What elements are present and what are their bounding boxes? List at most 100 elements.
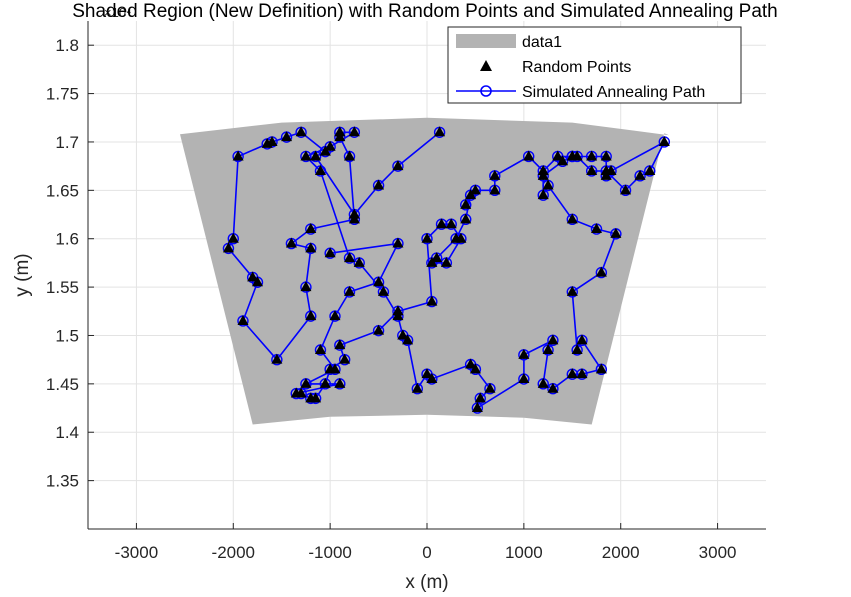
random-point: [484, 382, 496, 393]
random-point: [440, 256, 452, 267]
random-point: [537, 377, 549, 388]
random-point: [474, 392, 486, 403]
random-point: [426, 256, 438, 267]
random-point: [227, 232, 239, 243]
random-point: [324, 247, 336, 258]
chart-title: Shaded Region (New Definition) with Rand…: [72, 1, 778, 22]
legend-label-points: Random Points: [522, 59, 631, 76]
random-point: [455, 232, 467, 243]
random-point: [373, 324, 385, 335]
random-point: [252, 276, 263, 287]
random-point: [552, 150, 564, 161]
random-point: [329, 363, 341, 374]
y-tick-label: 1.5: [55, 326, 79, 345]
random-point: [465, 189, 477, 200]
random-point: [314, 164, 326, 175]
random-point: [344, 285, 356, 296]
random-points: [222, 126, 670, 413]
legend-label-path: Simulated Annealing Path: [522, 84, 705, 101]
y-tick-label: 1.4: [55, 423, 79, 442]
legend-swatch-path-marker: [480, 85, 492, 97]
random-point: [271, 353, 283, 364]
random-point: [586, 150, 598, 161]
random-point: [377, 285, 389, 296]
random-point: [222, 242, 234, 253]
random-point: [402, 334, 414, 345]
y-tick-label: 1.6: [55, 230, 79, 249]
random-point: [344, 252, 356, 263]
random-point: [300, 377, 312, 388]
random-point: [344, 150, 356, 161]
random-point: [411, 382, 423, 393]
random-point: [397, 329, 409, 340]
x-tick-label: -3000: [115, 543, 158, 562]
random-point: [334, 377, 346, 388]
random-point: [329, 310, 341, 321]
y-tick-label: 1.7: [55, 133, 79, 152]
random-point: [542, 179, 554, 190]
random-point: [600, 150, 612, 161]
random-point: [392, 237, 404, 248]
random-point: [595, 363, 607, 374]
random-point: [348, 213, 360, 224]
random-point: [305, 392, 317, 403]
random-point: [285, 237, 297, 248]
random-point: [334, 126, 346, 137]
random-point: [658, 135, 670, 146]
random-point: [348, 126, 360, 137]
random-point: [600, 169, 612, 180]
random-point: [469, 363, 481, 374]
random-point: [314, 343, 326, 354]
annealing-path-line: [227, 131, 667, 410]
random-point: [469, 184, 481, 195]
random-point: [426, 295, 438, 306]
random-point: [605, 164, 617, 175]
random-point: [634, 169, 646, 180]
random-point: [576, 368, 588, 379]
random-point: [566, 213, 578, 224]
x-tick-label: -2000: [212, 543, 255, 562]
random-point: [537, 189, 549, 200]
y-tick-label: 1.75: [46, 85, 79, 104]
random-point: [324, 140, 336, 151]
random-point: [595, 266, 607, 277]
random-point: [523, 150, 535, 161]
y-exponent-label: ×10⁴: [104, 5, 132, 20]
random-point: [489, 184, 501, 195]
random-point: [305, 242, 317, 253]
y-tick-label: 1.8: [55, 36, 79, 55]
random-point: [305, 223, 317, 234]
legend-swatch-points: [480, 60, 492, 71]
random-point: [310, 150, 322, 161]
random-point: [300, 150, 312, 161]
random-point: [591, 223, 602, 234]
y-tick-label: 1.35: [46, 472, 79, 491]
random-point: [431, 252, 443, 263]
random-point: [460, 198, 472, 209]
legend-label-region: data1: [522, 34, 562, 51]
random-point: [339, 353, 351, 364]
random-point: [537, 164, 549, 175]
y-tick-label: 1.65: [46, 181, 79, 200]
random-point: [610, 227, 622, 238]
random-point: [460, 213, 472, 224]
random-point: [421, 232, 433, 243]
random-point: [305, 310, 317, 321]
random-point: [281, 131, 293, 142]
random-point: [445, 218, 457, 229]
x-tick-label: -1000: [308, 543, 351, 562]
x-tick-label: 1000: [505, 543, 543, 562]
random-point: [261, 137, 273, 148]
random-point: [392, 305, 404, 316]
random-point: [373, 276, 385, 287]
random-point: [421, 368, 433, 379]
random-point: [232, 150, 244, 161]
random-point: [290, 387, 302, 398]
x-axis-label: x (m): [405, 572, 448, 593]
y-tick-label: 1.55: [46, 278, 79, 297]
x-ticks: -3000 -2000 -1000 0 1000 2000 3000: [115, 523, 736, 562]
x-tick-label: 0: [422, 543, 431, 562]
random-point: [465, 358, 477, 369]
random-point: [489, 169, 501, 180]
random-point: [319, 377, 331, 388]
